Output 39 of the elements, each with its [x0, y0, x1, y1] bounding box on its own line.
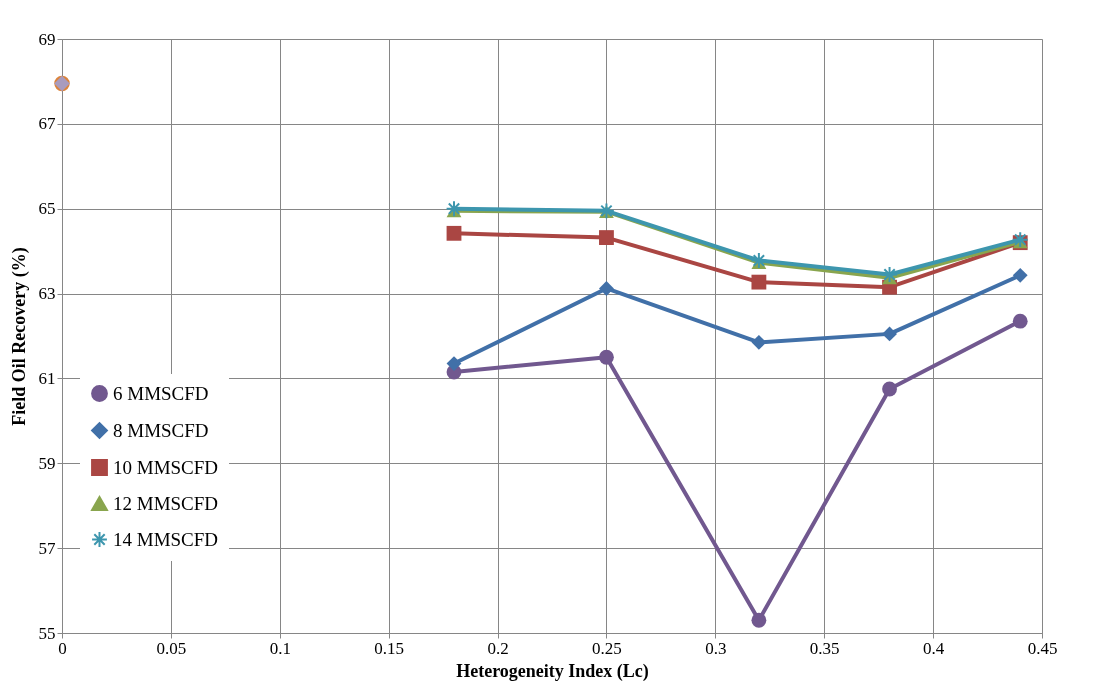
legend-label: 12 MMSCFD: [113, 492, 219, 514]
x-tick-label: 0.4: [922, 638, 945, 658]
x-tick-label: 0.45: [1027, 638, 1058, 658]
point: [882, 326, 897, 342]
x-tick-label: 0.1: [269, 638, 291, 658]
point: [751, 334, 767, 350]
y-tick-label: 59: [38, 453, 56, 473]
x-tick-label: 0: [58, 638, 67, 658]
legend-label: 10 MMSCFD: [113, 456, 219, 478]
point: [750, 252, 768, 269]
x-tick-label: 0.2: [487, 638, 509, 658]
point: [751, 274, 767, 290]
point: [882, 381, 897, 397]
point: [751, 612, 767, 628]
point: [599, 349, 614, 365]
y-tick-label: 63: [38, 284, 56, 304]
y-tick-label: 55: [38, 623, 56, 643]
point: [881, 266, 898, 283]
x-tick-label: 0.35: [809, 638, 840, 658]
point: [446, 225, 462, 241]
y-tick-label: 57: [38, 538, 56, 558]
point: [1011, 231, 1029, 249]
point: [599, 281, 614, 296]
y-tick-label: 67: [38, 114, 56, 134]
legend-label: 14 MMSCFD: [113, 528, 219, 550]
legend-label: 6 MMSCFD: [113, 382, 209, 404]
y-tick-label: 69: [38, 29, 56, 49]
x-tick-label: 0.05: [156, 638, 187, 658]
point: [599, 230, 614, 245]
x-tick-label: 0.3: [705, 638, 727, 658]
y-axis-title: Field Oil Recovery (%): [8, 247, 30, 426]
y-tick-label: 61: [38, 368, 56, 388]
point: [1012, 267, 1028, 283]
x-tick-label: 0.15: [374, 638, 405, 658]
legend-label: 8 MMSCFD: [113, 419, 209, 441]
point: [1012, 313, 1028, 329]
y-tick-label: 65: [38, 199, 56, 219]
x-axis-title: Heterogeneity Index (Lc): [456, 660, 649, 682]
x-tick-label: 0.25: [592, 638, 622, 658]
